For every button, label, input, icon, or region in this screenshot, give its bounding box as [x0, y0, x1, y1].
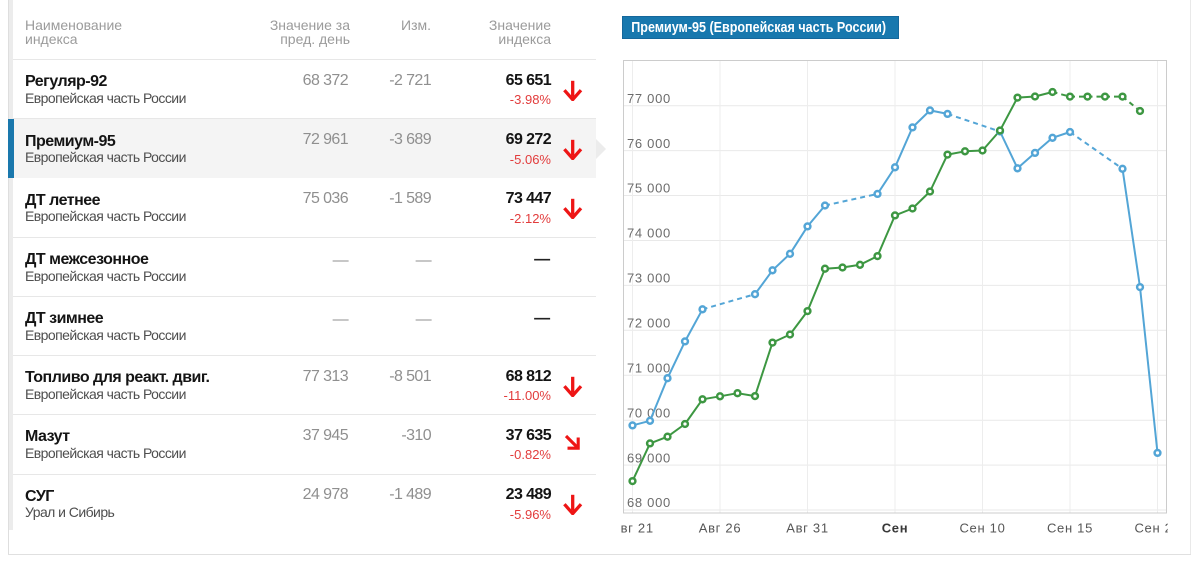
svg-text:69 000: 69 000	[627, 450, 671, 465]
svg-text:Сен: Сен	[882, 520, 909, 535]
svg-text:70 000: 70 000	[627, 405, 671, 420]
svg-text:Авг 21: Авг 21	[611, 520, 654, 535]
svg-text:72 000: 72 000	[627, 316, 671, 331]
svg-text:68 000: 68 000	[627, 495, 671, 510]
svg-text:74 000: 74 000	[627, 226, 671, 241]
svg-text:Сен 20: Сен 20	[1134, 520, 1180, 535]
svg-text:71 000: 71 000	[627, 360, 671, 375]
svg-text:75 000: 75 000	[627, 181, 671, 196]
svg-text:73 000: 73 000	[627, 271, 671, 286]
svg-text:77 000: 77 000	[627, 91, 671, 106]
svg-text:76 000: 76 000	[627, 136, 671, 151]
svg-text:Авг 26: Авг 26	[699, 520, 742, 535]
svg-text:Сен 10: Сен 10	[959, 520, 1005, 535]
svg-text:Авг 31: Авг 31	[786, 520, 829, 535]
svg-text:Сен 15: Сен 15	[1047, 520, 1093, 535]
